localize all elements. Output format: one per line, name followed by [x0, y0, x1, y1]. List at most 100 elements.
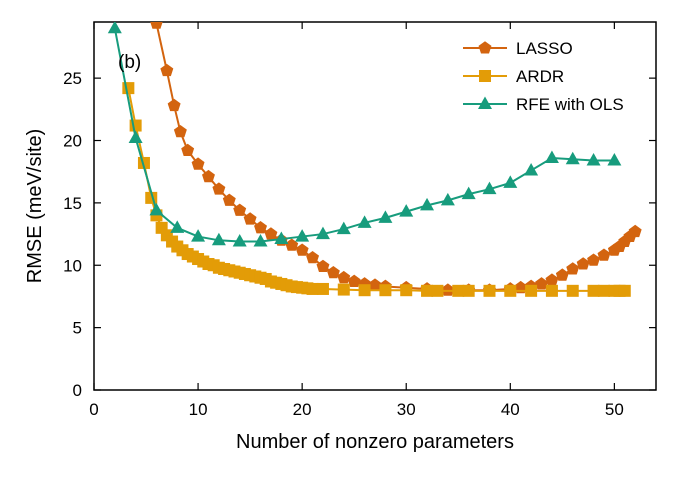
legend-item-lasso: LASSO: [463, 39, 573, 58]
data-point-lasso: [441, 283, 455, 296]
panel-label: (b): [118, 52, 141, 73]
x-tick-label: 20: [293, 400, 312, 419]
legend-label: RFE with OLS: [516, 95, 624, 114]
data-point-rfe-with-ols: [295, 229, 310, 242]
y-tick-label: 20: [63, 132, 82, 151]
data-point-lasso: [566, 262, 580, 275]
data-point-rfe-with-ols: [357, 215, 372, 228]
data-point-lasso: [202, 169, 215, 183]
data-point-lasso: [535, 277, 548, 290]
y-tick-label: 0: [73, 381, 82, 400]
x-tick-label: 50: [605, 400, 624, 419]
legend-item-rfe-with-ols: RFE with OLS: [463, 95, 624, 114]
y-axis-title: RMSE (meV/site): [24, 129, 46, 283]
data-point-rfe-with-ols: [607, 152, 622, 166]
legend-marker-ardr: [479, 70, 491, 82]
legend-label: LASSO: [516, 39, 573, 58]
data-point-rfe-with-ols: [420, 197, 435, 211]
legend-marker-lasso: [478, 41, 492, 54]
data-point-lasso: [233, 203, 247, 216]
data-point-rfe-with-ols: [274, 231, 289, 245]
data-point-lasso: [337, 270, 351, 284]
data-point-ardr: [379, 284, 392, 297]
data-point-rfe-with-ols: [170, 220, 185, 233]
data-point-lasso: [181, 143, 195, 156]
x-tick-label: 40: [501, 400, 520, 419]
data-point-rfe-with-ols: [503, 175, 518, 188]
data-point-lasso: [587, 253, 601, 266]
data-point-lasso: [212, 182, 226, 195]
data-point-rfe-with-ols: [482, 181, 497, 195]
data-point-lasso: [545, 273, 559, 286]
data-point-rfe-with-ols: [461, 186, 476, 200]
data-point-lasso: [173, 124, 187, 138]
y-tick-label: 5: [73, 319, 82, 338]
x-axis-title: Number of nonzero parameters: [236, 431, 514, 453]
data-point-ardr: [316, 282, 329, 295]
legend-item-ardr: ARDR: [463, 67, 564, 86]
data-point-lasso: [167, 98, 181, 112]
data-point-ardr: [358, 284, 371, 297]
series-ardr: [122, 82, 631, 297]
plot-frame: [93, 21, 657, 391]
data-point-rfe-with-ols: [440, 192, 455, 206]
legend-marker-rfe-with-ols: [478, 96, 492, 109]
series-line-rfe-with-ols: [113, 28, 615, 243]
data-point-lasso: [347, 274, 361, 287]
data-point-rfe-with-ols: [544, 150, 559, 163]
data-point-ardr: [122, 82, 135, 95]
data-point-ardr: [525, 284, 538, 297]
data-point-rfe-with-ols: [107, 22, 122, 34]
data-point-rfe-with-ols: [399, 204, 414, 217]
data-point-ardr: [129, 119, 142, 132]
data-point-rfe-with-ols: [315, 226, 330, 240]
data-point-lasso: [160, 63, 174, 77]
axis-ticks: 0 10 20 30 40 50 0 5 10 15 20 25: [63, 22, 656, 419]
data-point-ardr: [504, 284, 517, 297]
data-point-ardr: [421, 284, 434, 297]
data-point-ardr: [618, 284, 631, 297]
x-tick-label: 0: [89, 400, 98, 419]
data-point-lasso: [264, 227, 278, 240]
data-point-lasso: [285, 238, 299, 251]
data-point-lasso: [254, 221, 267, 234]
data-point-ardr: [483, 284, 496, 297]
data-point-lasso: [576, 257, 590, 270]
data-point-ardr: [306, 282, 319, 295]
data-point-rfe-with-ols: [586, 152, 601, 166]
data-point-ardr: [545, 284, 558, 297]
y-tick-label: 15: [63, 194, 82, 213]
series-lasso: [150, 22, 642, 296]
series-line-lasso: [155, 23, 636, 292]
data-point-rfe-with-ols: [378, 210, 393, 223]
data-point-lasso: [555, 268, 569, 281]
data-point-ardr: [337, 283, 350, 296]
data-point-ardr: [566, 284, 579, 297]
data-point-ardr: [431, 284, 444, 297]
data-point-rfe-with-ols: [128, 130, 143, 144]
x-tick-label: 30: [397, 400, 416, 419]
y-tick-label: 25: [63, 69, 82, 88]
data-point-lasso: [326, 265, 340, 279]
data-point-lasso: [368, 278, 382, 291]
legend-label: ARDR: [516, 67, 564, 86]
data-point-lasso: [295, 243, 309, 256]
data-point-lasso: [628, 224, 642, 238]
data-point-rfe-with-ols: [565, 151, 580, 165]
legend: LASSO ARDR RFE with OLS: [463, 39, 624, 114]
data-point-lasso: [316, 259, 330, 272]
data-point-lasso: [191, 157, 205, 170]
y-tick-label: 10: [63, 256, 82, 275]
data-point-lasso: [243, 212, 257, 225]
data-point-rfe-with-ols: [191, 229, 206, 242]
data-point-rfe-with-ols: [232, 234, 247, 247]
data-point-rfe-with-ols: [149, 202, 164, 216]
data-point-lasso: [150, 22, 163, 29]
data-point-ardr: [462, 284, 475, 297]
data-point-rfe-with-ols: [211, 232, 226, 246]
data-point-rfe-with-ols: [336, 221, 351, 235]
data-point-ardr: [587, 284, 600, 297]
data-point-ardr: [452, 284, 465, 297]
data-point-lasso: [597, 248, 611, 261]
